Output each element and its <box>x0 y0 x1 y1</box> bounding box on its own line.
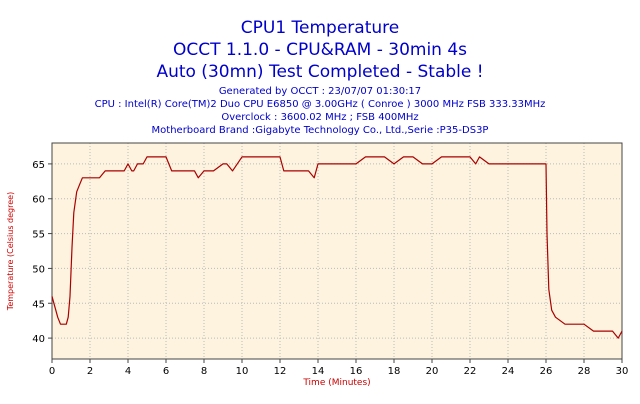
overclock-info: Overclock : 3600.02 MHz ; FSB 400MHz <box>221 112 419 123</box>
y-tick-label: 65 <box>32 160 45 171</box>
y-tick-label: 55 <box>32 230 45 241</box>
y-tick-label: 45 <box>32 299 45 310</box>
x-tick-label: 16 <box>350 366 363 377</box>
x-tick-label: 0 <box>49 366 55 377</box>
y-tick-label: 50 <box>32 264 45 275</box>
chart-title: CPU1 Temperature <box>240 18 400 38</box>
x-tick-label: 28 <box>578 366 591 377</box>
plot-area <box>52 143 622 359</box>
cpu-info: CPU : Intel(R) Core(TM)2 Duo CPU E6850 @… <box>94 99 546 110</box>
y-tick-label: 60 <box>32 195 45 206</box>
x-tick-label: 12 <box>274 366 287 377</box>
x-tick-label: 10 <box>236 366 249 377</box>
x-tick-label: 22 <box>464 366 477 377</box>
x-tick-label: 6 <box>163 366 169 377</box>
y-axis-label: Temperature (Celsius degree) <box>6 192 15 311</box>
x-tick-label: 2 <box>87 366 93 377</box>
x-tick-label: 20 <box>426 366 439 377</box>
x-tick-label: 4 <box>125 366 131 377</box>
x-tick-label: 24 <box>502 366 515 377</box>
temperature-series-line <box>51 156 623 339</box>
generated-info: Generated by OCCT : 23/07/07 01:30:17 <box>218 86 422 97</box>
x-tick-label: 18 <box>388 366 401 377</box>
x-axis-label: Time (Minutes) <box>302 378 370 388</box>
y-tick-label: 40 <box>32 334 45 345</box>
test-status-title: Auto (30mn) Test Completed - Stable ! <box>156 62 484 82</box>
motherboard-info: Motherboard Brand :Gigabyte Technology C… <box>151 125 489 136</box>
x-tick-label: 30 <box>616 366 629 377</box>
x-tick-label: 26 <box>540 366 553 377</box>
test-name-title: OCCT 1.1.0 - CPU&RAM - 30min 4s <box>172 40 468 60</box>
x-tick-label: 14 <box>312 366 325 377</box>
x-tick-label: 8 <box>201 366 207 377</box>
plot-frame <box>51 142 623 360</box>
